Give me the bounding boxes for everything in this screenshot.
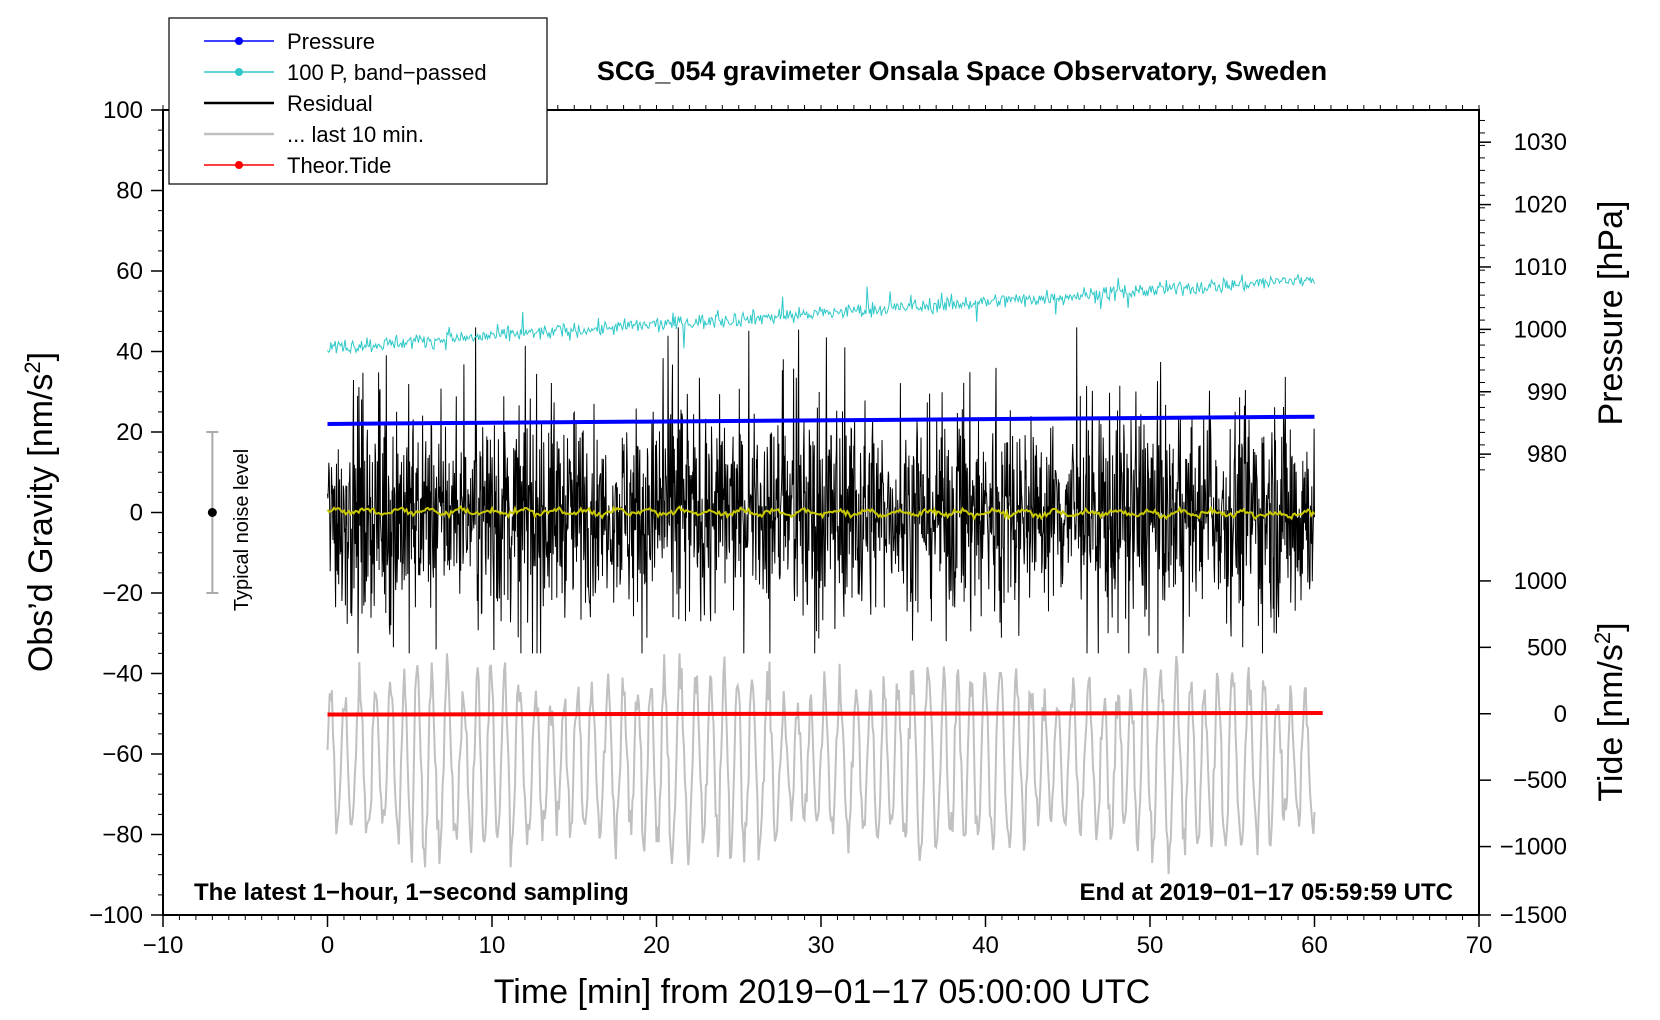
y-tick-label: −40 xyxy=(102,661,143,688)
series-pressure xyxy=(327,414,1315,426)
tide-tick-label: −1000 xyxy=(1500,834,1567,861)
pressure-axis-ticks: 1030 1020 1010 1000 990 980 xyxy=(1479,119,1567,471)
tide-tick-label: 500 xyxy=(1527,634,1567,661)
noise-dot xyxy=(207,508,217,517)
pressure-tick-label: 980 xyxy=(1527,441,1567,468)
pressure-tick-label: 1020 xyxy=(1514,192,1567,219)
tide-axis-ticks: 1000 500 0 −500 −1000 −1500 xyxy=(1479,568,1567,929)
annotation-left: The latest 1−hour, 1−second sampling xyxy=(194,879,629,906)
chart-title: SCG_054 gravimeter Onsala Space Observat… xyxy=(597,56,1327,86)
noise-level-indicator: Typical noise level xyxy=(206,431,253,611)
y-tick-label: 80 xyxy=(116,178,143,205)
x-tick-label: 40 xyxy=(972,932,999,959)
legend-last-10-min-label: ... last 10 min. xyxy=(287,122,424,147)
legend-band-passed-label: 100 P, band−passed xyxy=(287,60,487,85)
noise-label: Typical noise level xyxy=(231,449,253,611)
tide-tick-label: 1000 xyxy=(1514,568,1567,595)
y-tick-label: 0 xyxy=(130,500,143,527)
tide-tick-label: −1500 xyxy=(1500,902,1567,929)
tide-tick-label: −500 xyxy=(1513,767,1567,794)
legend-box xyxy=(168,17,548,185)
x-tick-label: 10 xyxy=(479,932,506,959)
y-tick-label: −100 xyxy=(89,902,143,929)
x-tick-label: 0 xyxy=(321,932,334,959)
legend-theor-tide-label: Theor.Tide xyxy=(287,153,391,178)
pressure-tick-label: 990 xyxy=(1527,379,1567,406)
legend-pressure-marker xyxy=(235,37,243,45)
y-tick-label: 40 xyxy=(116,339,143,366)
pressure-tick-label: 1010 xyxy=(1514,254,1567,281)
y-tick-label: 100 xyxy=(103,97,143,124)
legend-pressure-label: Pressure xyxy=(287,29,375,54)
pressure-tick-label: 1030 xyxy=(1514,129,1567,156)
x-tick-label: 70 xyxy=(1466,932,1493,959)
x-tick-label: 60 xyxy=(1301,932,1328,959)
y-tick-label: 60 xyxy=(116,258,143,285)
series-residual xyxy=(327,327,1315,654)
series-band-passed xyxy=(327,272,1315,355)
y-axis-ticks: 100 80 60 40 20 0 −20 −40 −60 −80 −100 xyxy=(89,97,163,929)
x-axis-label: Time [min] from 2019−01−17 05:00:00 UTC xyxy=(494,973,1150,1011)
y-axis-label-left: Obs’d Gravity [nm/s2] xyxy=(20,352,60,672)
legend: Pressure 100 P, band−passed Residual ... la… xyxy=(168,17,548,185)
y-tick-label: −80 xyxy=(102,822,143,849)
x-axis-ticks: −10 0 10 20 30 40 50 60 70 xyxy=(143,915,1493,959)
y-tick-label: −20 xyxy=(102,580,143,607)
y-tick-label: −60 xyxy=(102,741,143,768)
y-axis-label-tide: Tide [nm/s2] xyxy=(1590,622,1630,801)
x-tick-label: 20 xyxy=(643,932,670,959)
y-axis-label-pressure: Pressure [hPa] xyxy=(1592,201,1630,426)
x-tick-label: −10 xyxy=(143,932,184,959)
series-smoothed-residual xyxy=(326,505,1316,522)
series-theor-tide xyxy=(327,710,1323,717)
tide-tick-label: 0 xyxy=(1554,701,1567,728)
y-tick-label: 20 xyxy=(116,419,143,446)
series-layer xyxy=(326,272,1323,875)
legend-band-passed-marker xyxy=(235,68,243,76)
legend-theor-tide-marker xyxy=(235,161,243,169)
annotation-right: End at 2019−01−17 05:59:59 UTC xyxy=(1079,879,1453,906)
x-tick-label: 50 xyxy=(1137,932,1164,959)
series-last-10-min xyxy=(326,653,1316,875)
legend-residual-label: Residual xyxy=(287,91,373,116)
pressure-tick-label: 1000 xyxy=(1514,316,1567,343)
x-tick-label: 30 xyxy=(808,932,835,959)
